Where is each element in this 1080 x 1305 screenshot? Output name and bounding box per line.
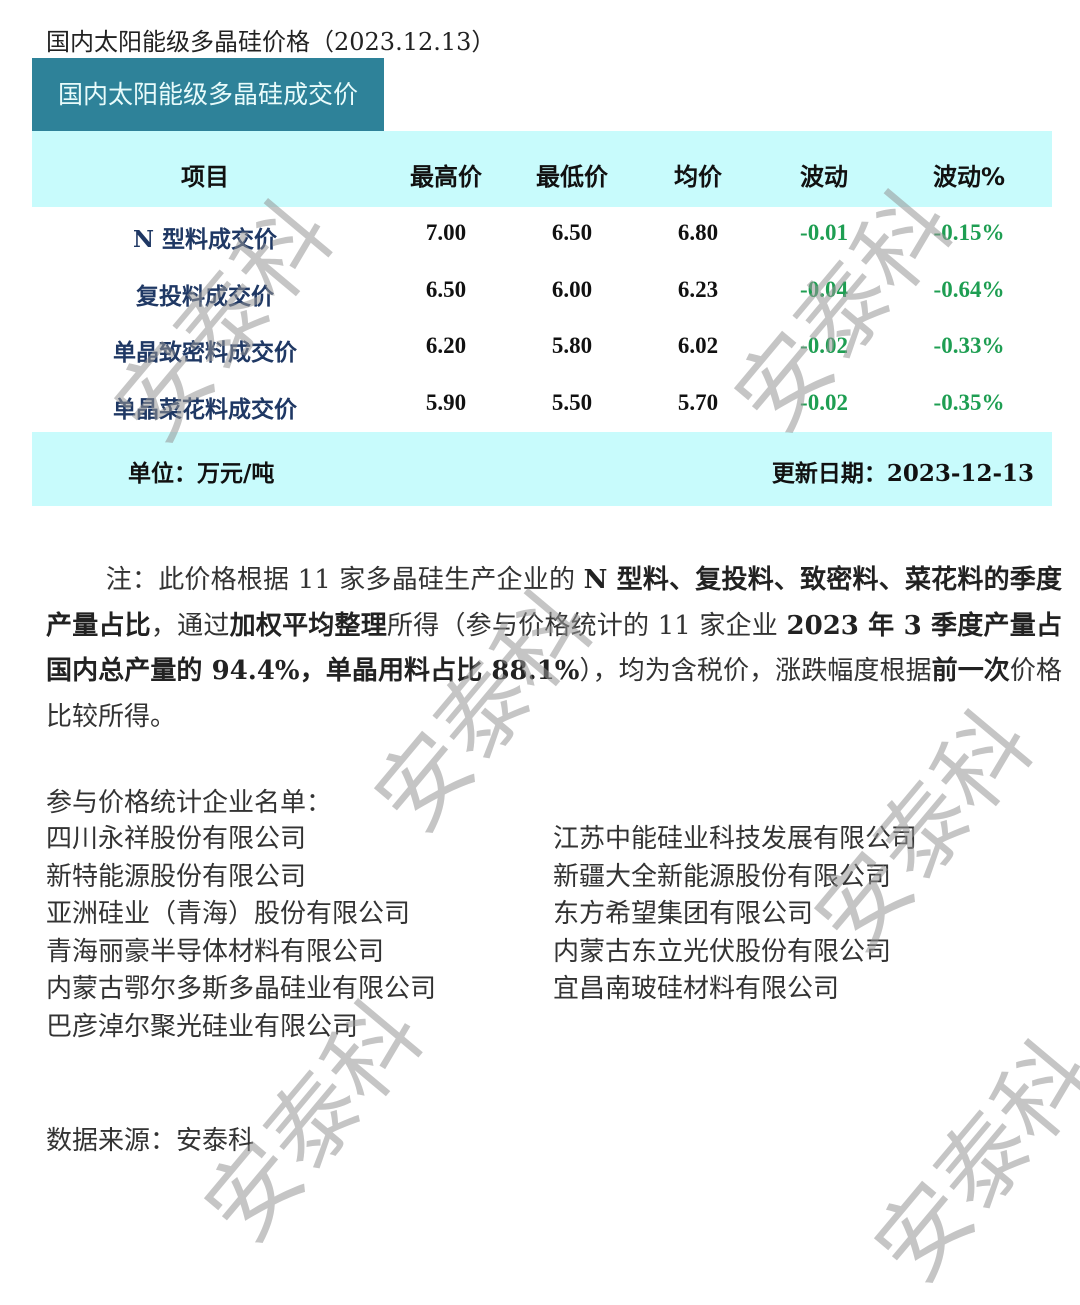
company-name: 新特能源股份有限公司 — [46, 861, 307, 892]
row-label: 单晶致密料成交价 — [113, 339, 297, 366]
cell-value: 5.90 — [425, 390, 467, 415]
table-row: 单晶菜花料成交价 5.90 5.50 5.70 -0.02 -0.35% — [0, 390, 1080, 430]
table-footer: 单位：万元/吨 更新日期：2023-12-13 — [32, 432, 1052, 506]
cell-value: 6.50 — [551, 220, 593, 245]
company-name: 宜昌南玻硅材料有限公司 — [553, 974, 840, 1005]
note-text: ），均为含税价，涨跌幅度根据 — [579, 656, 932, 686]
cell-value: 6.00 — [551, 277, 593, 302]
cell-value: -0.35% — [933, 390, 1005, 415]
update-date: 更新日期：2023-12-13 — [771, 460, 1034, 487]
company-name: 江苏中能硅业科技发展有限公司 — [553, 824, 918, 854]
note-text: ，通过 — [150, 610, 230, 641]
table-row: 单晶致密料成交价 6.20 5.80 6.02 -0.02 -0.33% — [0, 333, 1080, 373]
row-label: 复投料成交价 — [136, 283, 274, 310]
watermark: 安泰科 — [854, 1021, 1080, 1302]
note-text: 所得（参与价格统计的 11 家企业 — [386, 610, 787, 641]
cell-value: 6.02 — [677, 333, 719, 358]
table-banner: 国内太阳能级多晶硅成交价 — [32, 58, 384, 131]
company-name: 青海丽豪半导体材料有限公司 — [46, 936, 385, 967]
data-source: 数据来源：安泰科 — [46, 1126, 255, 1156]
cell-value: 5.50 — [551, 390, 593, 415]
cell-value: 6.50 — [425, 277, 467, 302]
cell-value: 6.23 — [677, 277, 719, 302]
company-list-title: 参与价格统计企业名单： — [46, 788, 333, 818]
note-paragraph: 注：此价格根据 11 家多晶硅生产企业的 N 型料、复投料、致密料、菜花料的季度… — [46, 558, 1062, 740]
cell-value: 7.00 — [425, 220, 467, 245]
column-header: 项目 — [181, 163, 229, 191]
note-bold-text: N 型料、复投料、致密料、菜花料的季度产量占比 — [46, 565, 1062, 641]
cell-value: -0.04 — [800, 277, 848, 302]
cell-value: 5.70 — [677, 390, 719, 415]
cell-value: -0.02 — [800, 390, 848, 415]
cell-value: -0.01 — [800, 220, 848, 245]
company-name: 东方希望集团有限公司 — [553, 899, 814, 930]
company-name: 内蒙古鄂尔多斯多晶硅业有限公司 — [46, 974, 437, 1005]
table-header: 项目 最高价 最低价 均价 波动 波动% — [32, 131, 1052, 207]
note-bold-text: 加权平均整理 — [229, 610, 387, 641]
company-name: 巴彦淖尔聚光硅业有限公司 — [46, 1012, 359, 1042]
company-name: 新疆大全新能源股份有限公司 — [553, 861, 892, 892]
cell-value: -0.64% — [933, 277, 1005, 302]
column-header: 波动 — [800, 163, 848, 191]
company-name: 亚洲硅业（青海）股份有限公司 — [46, 899, 411, 930]
note-text: 价格比较所得。 — [46, 656, 1062, 732]
table-row: 复投料成交价 6.50 6.00 6.23 -0.04 -0.64% — [0, 277, 1080, 317]
company-name: 四川永祥股份有限公司 — [46, 824, 307, 854]
cell-value: -0.33% — [933, 333, 1005, 358]
column-header: 最高价 — [410, 163, 482, 191]
cell-value: 5.80 — [551, 333, 593, 358]
table-row: N 型料成交价 7.00 6.50 6.80 -0.01 -0.15% — [0, 220, 1080, 260]
note-bold-text: 前一次 — [931, 656, 1010, 686]
column-header: 最低价 — [536, 163, 608, 191]
unit-label: 单位：万元/吨 — [128, 460, 275, 487]
document-title: 国内太阳能级多晶硅价格（2023.12.13） — [46, 28, 496, 56]
note-text: 注：此价格根据 11 家多晶硅生产企业的 — [105, 565, 584, 595]
company-name: 内蒙古东立光伏股份有限公司 — [553, 936, 892, 967]
row-label: 单晶菜花料成交价 — [113, 396, 297, 423]
cell-value: -0.02 — [800, 333, 848, 358]
row-label: N 型料成交价 — [132, 226, 278, 253]
cell-value: -0.15% — [933, 220, 1005, 245]
column-header: 均价 — [674, 163, 722, 191]
note-bold-text: 2023 年 3 季度产量占国内总产量的 94.4%，单晶用料占比 88.1% — [46, 610, 1062, 687]
cell-value: 6.80 — [677, 220, 719, 245]
column-header: 波动% — [932, 163, 1006, 191]
cell-value: 6.20 — [425, 333, 467, 358]
